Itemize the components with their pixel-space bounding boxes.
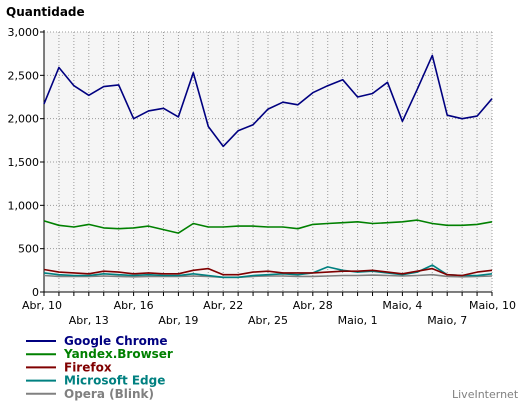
y-tick-label: 2,500 (8, 69, 40, 82)
legend: Google ChromeYandex.BrowserFirefoxMicros… (26, 334, 173, 401)
legend-label: Firefox (64, 360, 112, 374)
legend-label: Google Chrome (64, 334, 168, 348)
y-tick-label: 500 (18, 243, 39, 256)
series-lines (43, 54, 493, 279)
series-line-microsoft-edge (43, 264, 493, 279)
y-tick-label: 1,000 (8, 199, 40, 212)
x-tick-label: Maio, 10 (469, 299, 516, 312)
y-tick-label: 0 (32, 286, 39, 299)
credit-text: LiveInternet (452, 388, 519, 401)
x-tick-label: Abr, 16 (114, 299, 154, 312)
legend-label: Yandex.Browser (63, 347, 173, 361)
y-tick-label: 3,000 (8, 26, 40, 39)
x-tick-label: Abr, 19 (158, 314, 198, 327)
series-line-google-chrome (43, 54, 493, 148)
x-tick-label: Abr, 28 (293, 299, 333, 312)
x-tick-label: Maio, 1 (338, 314, 378, 327)
series-line-firefox (43, 267, 493, 277)
x-tick-label: Maio, 4 (382, 299, 422, 312)
series-line-yandex-browser (43, 219, 493, 234)
x-tick-label: Abr, 22 (203, 299, 243, 312)
series-line-opera-blink (43, 273, 493, 279)
y-tick-label: 2,000 (8, 113, 40, 126)
y-ticks: 0 500 1,000 1,500 2,000 2,500 3,000 (8, 26, 44, 299)
x-tick-label: Abr, 13 (69, 314, 109, 327)
x-tick-label: Abr, 10 (22, 299, 62, 312)
x-ticks: Abr, 10 Abr, 16 Abr, 22 Abr, 28 Maio, 4 Maio,… (22, 292, 516, 327)
x-tick-label: Maio, 7 (427, 314, 467, 327)
y-tick-label: 1,500 (8, 156, 40, 169)
grid (44, 31, 493, 292)
y-axis-title: Quantidade (6, 5, 85, 19)
x-tick-label: Abr, 25 (248, 314, 288, 327)
legend-label: Microsoft Edge (64, 374, 165, 388)
legend-label: Opera (Blink) (64, 387, 154, 401)
